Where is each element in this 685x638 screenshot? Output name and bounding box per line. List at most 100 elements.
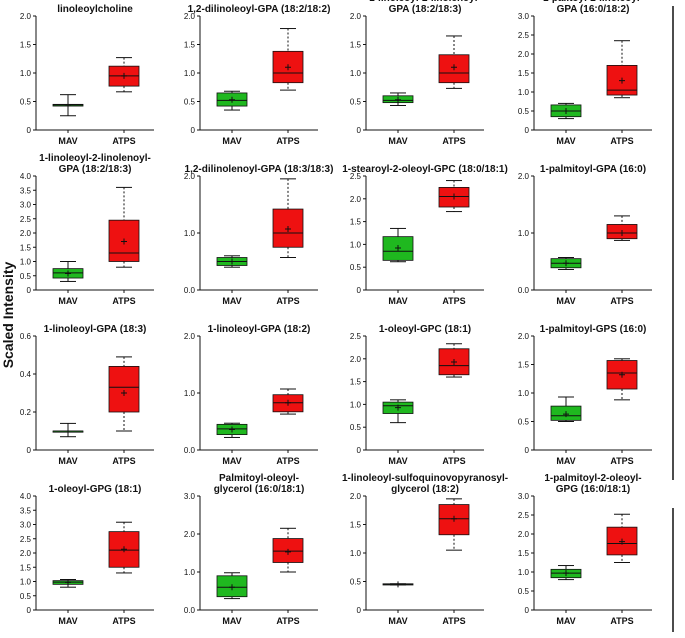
mean-marker [65, 428, 71, 434]
mean-marker [229, 96, 235, 103]
x-category-label: ATPS [442, 456, 465, 466]
y-tick-label: 1.0 [184, 69, 196, 78]
y-tick-label: 1.5 [350, 218, 362, 227]
mean-marker [229, 258, 235, 265]
y-tick-label: 0.0 [184, 286, 196, 295]
box-atps [108, 365, 140, 413]
y-tick-label: 2.0 [350, 492, 362, 501]
y-tick-label: 0.5 [518, 587, 530, 596]
boxplot-panel-13: 1-oleoyl-GPG (18:1) 0 0.5 1.0 1.5 2.0 2.5 3.0 3.… [20, 484, 154, 626]
y-tick-label: 1.0 [518, 568, 530, 577]
y-tick-label: 0 [27, 606, 32, 615]
y-tick-label: 0.5 [20, 98, 32, 107]
y-tick-label: 1.0 [184, 568, 196, 577]
x-category-label: ATPS [112, 616, 135, 626]
y-tick-label: 0 [357, 606, 362, 615]
y-tick-label: 1.5 [184, 41, 196, 50]
y-tick-label: 1.0 [350, 69, 362, 78]
x-category-label: MAV [388, 136, 407, 146]
y-tick-label: 0 [357, 126, 362, 135]
y-tick-label: 3.0 [518, 492, 530, 501]
y-tick-label: 2.0 [350, 12, 362, 21]
mean-marker [451, 193, 457, 200]
y-tick-label: 0 [27, 126, 32, 135]
panel-title: 1-linoleoyl-GPA (18:3) [44, 324, 147, 335]
mean-marker [65, 270, 71, 277]
x-category-label: MAV [388, 456, 407, 466]
mean-marker [395, 581, 401, 588]
mean-marker [619, 371, 625, 378]
y-tick-label: 1.0 [350, 240, 362, 249]
y-tick-label: 2.0 [20, 229, 32, 238]
mean-marker [451, 358, 457, 365]
y-tick-label: 1.5 [350, 521, 362, 530]
mean-marker [229, 426, 235, 433]
mean-marker [563, 108, 569, 114]
boxplot-panel-12: 1-palmitoyl-GPS (16:0) 0 0.5 1.0 1.5 2.0 MAV AT… [518, 324, 652, 466]
y-tick-label: 3.0 [518, 12, 530, 21]
x-category-label: MAV [58, 456, 77, 466]
y-tick-label: 2.0 [518, 332, 530, 341]
boxplot-panel-15: 1-linoleoyl-sulfoquinovopyranosyl-glycer… [342, 473, 508, 626]
y-tick-label: 1.0 [184, 229, 196, 238]
mean-marker [121, 546, 127, 553]
x-category-label: ATPS [276, 616, 299, 626]
y-tick-label: 1.0 [20, 258, 32, 267]
panel-title: GPA (16:0/18:2) [557, 4, 630, 15]
panel-title: glycerol (16:0/18:1) [214, 484, 305, 495]
x-category-label: ATPS [276, 296, 299, 306]
y-tick-label: 2.0 [184, 332, 196, 341]
y-tick-label: 0 [27, 446, 32, 455]
panel-title: 1-oleoyl-GPG (18:1) [49, 484, 142, 495]
y-tick-label: 2.0 [20, 549, 32, 558]
y-tick-label: 0.2 [20, 408, 32, 417]
panel-title: 1,2-dilinolenoyl-GPA (18:3/18:3) [185, 164, 334, 175]
panel-title: 1-oleoyl-GPC (18:1) [379, 324, 471, 335]
x-category-label: ATPS [610, 136, 633, 146]
y-tick-label: 1.0 [518, 389, 530, 398]
x-category-label: MAV [58, 296, 77, 306]
y-tick-label: 0.5 [20, 592, 32, 601]
x-category-label: ATPS [442, 296, 465, 306]
y-tick-label: 2.0 [184, 172, 196, 181]
panel-title: linoleoylcholine [57, 4, 133, 15]
boxplot-panel-2: 1,2-dilinoleoyl-GPA (18:2/18:2) 0 0.5 1.0 1.… [184, 4, 331, 146]
x-category-label: ATPS [610, 456, 633, 466]
y-tick-label: 1.5 [20, 41, 32, 50]
x-category-label: ATPS [112, 136, 135, 146]
y-tick-label: 0.0 [518, 286, 530, 295]
panel-title: glycerol (18:2) [391, 484, 459, 495]
boxplot-panel-7: 1-stearoyl-2-oleoyl-GPC (18:0/18:1) 0 0.5 1… [342, 164, 508, 306]
y-tick-label: 2.0 [518, 530, 530, 539]
panel-title: 1-palmitoyl-GPS (16:0) [540, 324, 647, 335]
x-category-label: ATPS [276, 456, 299, 466]
y-tick-label: 0 [191, 126, 196, 135]
y-tick-label: 0.5 [350, 423, 362, 432]
x-category-label: MAV [388, 296, 407, 306]
mean-marker [619, 77, 625, 84]
panel-title: 1-palmitoyl-2-oleoyl- [544, 473, 641, 484]
y-tick-label: 2.0 [184, 530, 196, 539]
mean-marker [619, 230, 625, 236]
y-tick-label: 0 [525, 446, 530, 455]
boxplot-panel-16: 1-palmitoyl-2-oleoyl-GPG (16:0/18:1) 0 0.5… [518, 473, 652, 626]
y-tick-label: 2.5 [20, 215, 32, 224]
y-tick-label: 0.0 [184, 446, 196, 455]
panel-title: 1-linoleoyl-2-linolenoyl- [39, 153, 151, 164]
y-tick-label: 2.5 [350, 332, 362, 341]
x-category-label: MAV [222, 296, 241, 306]
panel-title: GPA (18:2/18:3) [59, 164, 132, 175]
y-tick-label: 0.5 [350, 263, 362, 272]
y-tick-label: 2.0 [350, 195, 362, 204]
mean-marker [285, 548, 291, 555]
mean-marker [121, 390, 127, 396]
x-category-label: MAV [388, 616, 407, 626]
y-tick-label: 1.5 [518, 69, 530, 78]
x-category-label: MAV [556, 456, 575, 466]
mean-marker [121, 238, 127, 245]
y-tick-label: 0 [27, 286, 32, 295]
mean-marker [395, 96, 401, 103]
panel-title: 1-linoleoyl-sulfoquinovopyranosyl- [342, 473, 508, 484]
panel-title: GPA (18:2/18:3) [389, 4, 462, 15]
y-tick-label: 1.5 [518, 361, 530, 370]
